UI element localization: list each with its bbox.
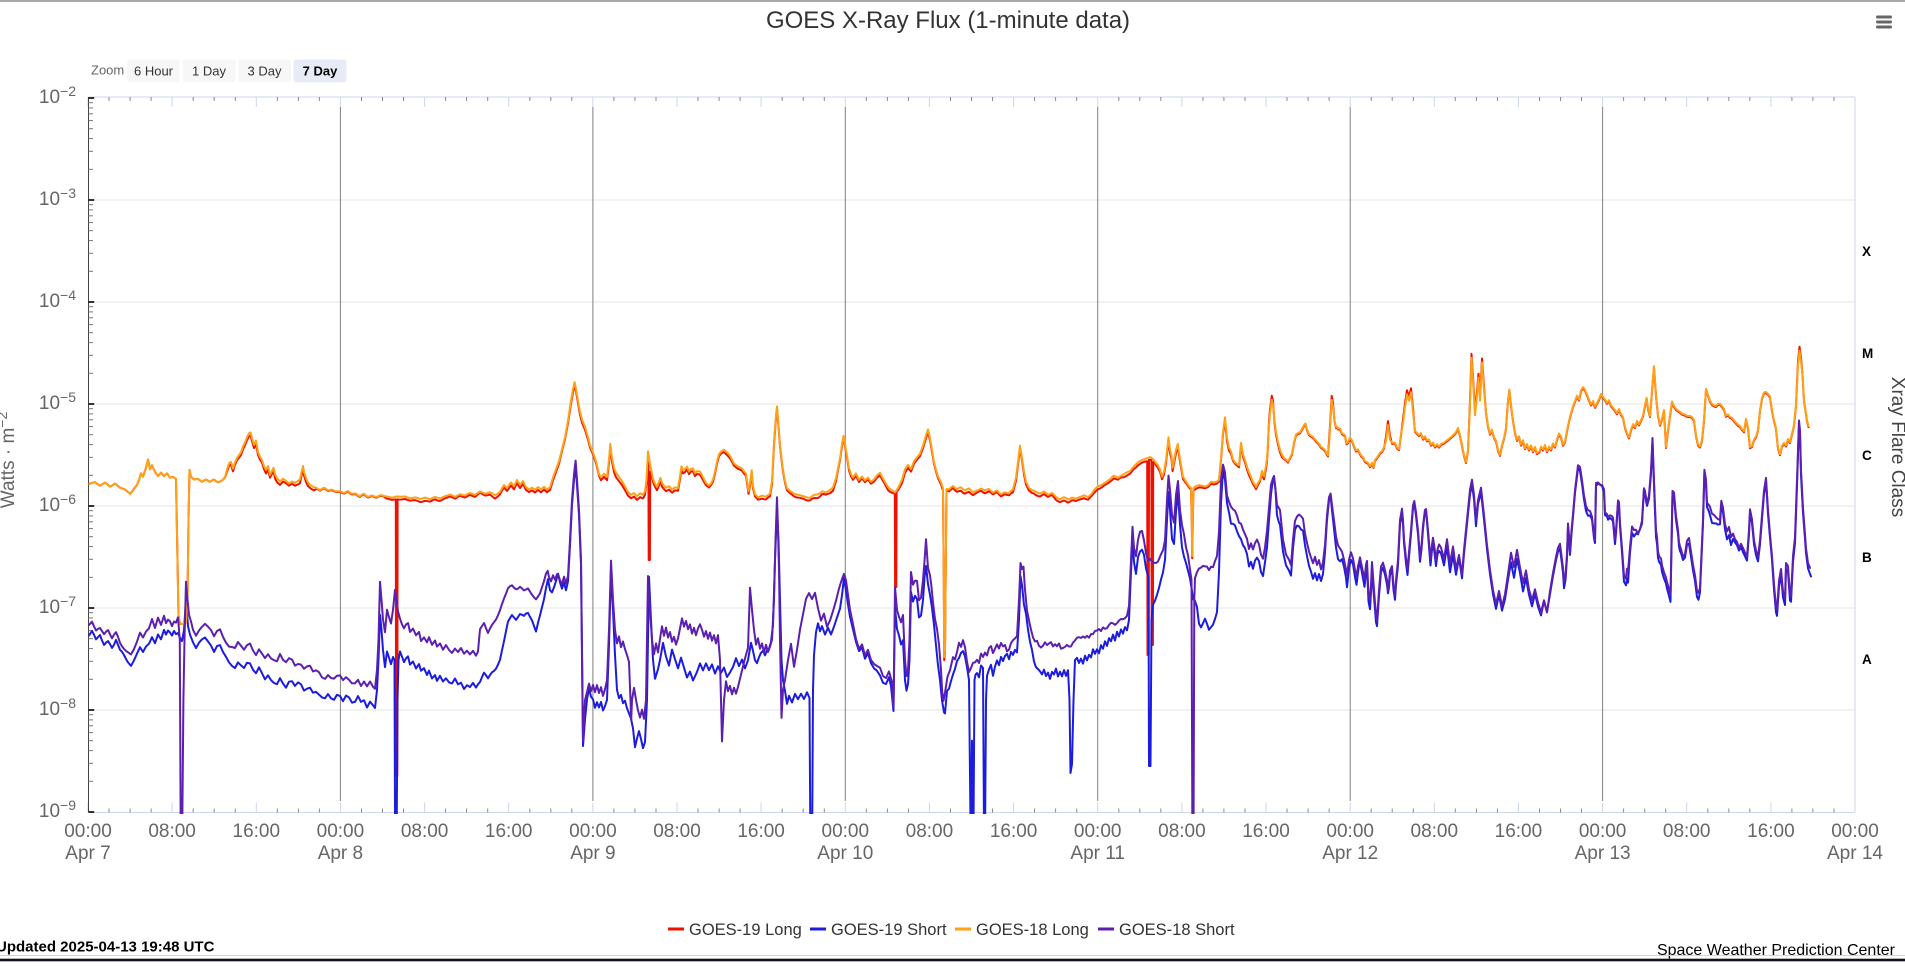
svg-text:Apr 7: Apr 7 — [65, 843, 110, 864]
svg-text:00:00: 00:00 — [822, 821, 870, 842]
svg-text:08:00: 08:00 — [906, 821, 954, 842]
svg-text:08:00: 08:00 — [401, 821, 449, 842]
svg-text:08:00: 08:00 — [1663, 821, 1711, 842]
svg-text:00:00: 00:00 — [569, 821, 617, 842]
svg-text:Apr 14: Apr 14 — [1827, 843, 1883, 864]
svg-text:GOES-18 Long: GOES-18 Long — [976, 921, 1089, 939]
svg-text:16:00: 16:00 — [990, 821, 1038, 842]
svg-text:6 Hour: 6 Hour — [134, 64, 174, 79]
svg-text:08:00: 08:00 — [653, 821, 701, 842]
svg-text:08:00: 08:00 — [1158, 821, 1206, 842]
svg-text:16:00: 16:00 — [1242, 821, 1290, 842]
svg-text:08:00: 08:00 — [148, 821, 196, 842]
svg-text:Apr 8: Apr 8 — [318, 843, 363, 864]
svg-text:Apr 9: Apr 9 — [570, 843, 615, 864]
svg-text:1 Day: 1 Day — [192, 64, 226, 79]
svg-text:00:00: 00:00 — [64, 821, 112, 842]
svg-text:7 Day: 7 Day — [303, 64, 338, 79]
svg-text:08:00: 08:00 — [1411, 821, 1459, 842]
svg-text:GOES-19 Long: GOES-19 Long — [689, 921, 802, 939]
svg-text:Apr 11: Apr 11 — [1070, 843, 1125, 864]
svg-text:Xray Flare Class: Xray Flare Class — [1887, 377, 1905, 517]
svg-text:Apr 10: Apr 10 — [817, 843, 873, 864]
svg-text:00:00: 00:00 — [1326, 821, 1374, 842]
svg-text:Apr 12: Apr 12 — [1322, 843, 1378, 864]
svg-text:16:00: 16:00 — [485, 821, 533, 842]
svg-text:M: M — [1862, 346, 1873, 361]
svg-text:GOES X-Ray Flux (1-minute data: GOES X-Ray Flux (1-minute data) — [766, 7, 1130, 34]
svg-text:A: A — [1862, 652, 1872, 667]
svg-text:B: B — [1862, 550, 1872, 565]
svg-text:00:00: 00:00 — [1074, 821, 1122, 842]
svg-text:Watts · m−2: Watts · m−2 — [0, 412, 19, 509]
svg-text:3 Day: 3 Day — [248, 64, 282, 79]
svg-text:Apr 13: Apr 13 — [1575, 843, 1631, 864]
svg-text:Space Weather Prediction Cente: Space Weather Prediction Center — [1657, 942, 1896, 959]
svg-text:C: C — [1862, 448, 1872, 463]
svg-text:16:00: 16:00 — [1747, 821, 1795, 842]
svg-text:16:00: 16:00 — [233, 821, 281, 842]
svg-text:16:00: 16:00 — [737, 821, 785, 842]
svg-text:GOES-18 Short: GOES-18 Short — [1119, 921, 1235, 939]
svg-text:GOES-19 Short: GOES-19 Short — [831, 921, 947, 939]
svg-text:16:00: 16:00 — [1495, 821, 1543, 842]
svg-text:Updated 2025-04-13 19:48 UTC: Updated 2025-04-13 19:48 UTC — [0, 939, 215, 956]
svg-text:00:00: 00:00 — [1831, 821, 1879, 842]
svg-text:00:00: 00:00 — [317, 821, 365, 842]
svg-text:X: X — [1862, 244, 1871, 259]
svg-text:00:00: 00:00 — [1579, 821, 1627, 842]
svg-text:Zoom: Zoom — [91, 63, 124, 78]
